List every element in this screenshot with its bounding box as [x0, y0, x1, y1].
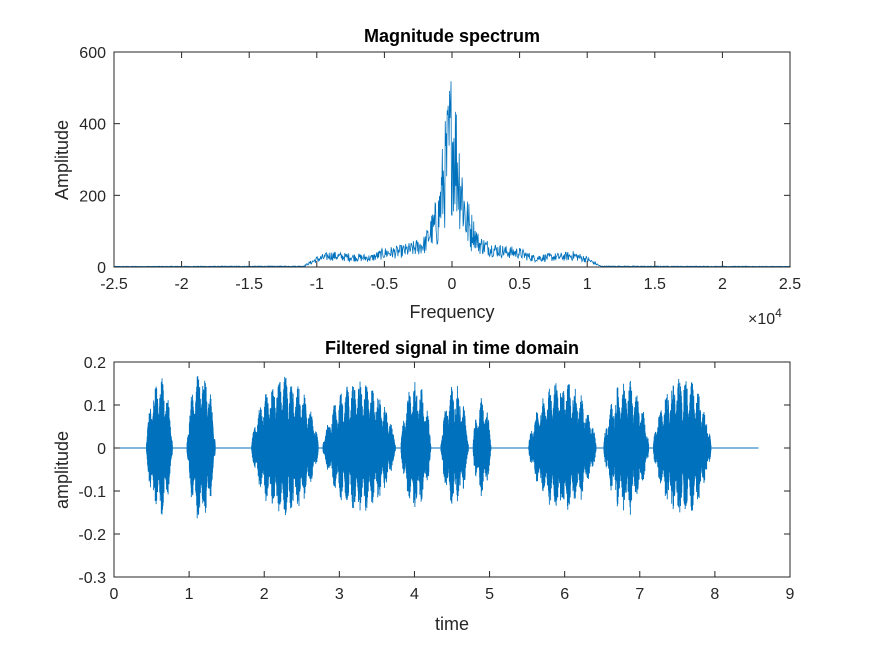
spectrum-y-tick-label: 0 — [97, 260, 106, 277]
spectrum-series-line — [113, 81, 790, 268]
signal-x-ticks: 0 1 2 3 4 5 6 7 8 9 — [110, 362, 795, 603]
signal-axes-frame — [113, 361, 791, 578]
spectrum-y-tick-label: 200 — [79, 188, 106, 205]
signal-burst — [653, 378, 712, 513]
signal-y-tick-label: 0.2 — [84, 355, 106, 372]
signal-y-tick-label: 0.1 — [84, 398, 106, 415]
signal-x-tick-label: 8 — [710, 586, 719, 603]
signal-y-tick-label: -0.3 — [78, 570, 106, 587]
signal-burst — [603, 381, 650, 515]
spectrum-title: Magnitude spectrum — [364, 26, 540, 46]
spectrum-x-tick-label: -1 — [310, 276, 324, 293]
signal-plot-area — [114, 375, 759, 519]
spectrum-x-tick-label: 1.5 — [644, 276, 666, 293]
signal-burst — [146, 378, 173, 515]
signal-x-tick-label: 7 — [635, 586, 644, 603]
spectrum-plot-area — [113, 81, 790, 268]
spectrum-y-tick-label: 600 — [79, 45, 106, 62]
spectrum-y-label: Amplitude — [52, 120, 72, 200]
spectrum-x-tick-label: -0.5 — [371, 276, 399, 293]
spectrum-x-tick-label: 0 — [448, 276, 457, 293]
signal-x-tick-label: 2 — [260, 586, 269, 603]
signal-x-label: time — [435, 614, 469, 634]
spectrum-y-tick-label: 400 — [79, 117, 106, 134]
signal-x-tick-label: 0 — [110, 586, 119, 603]
signal-x-tick-label: 3 — [335, 586, 344, 603]
signal-y-ticks: -0.3 -0.2 -0.1 0 0.1 0.2 — [78, 355, 790, 587]
spectrum-x-tick-label: 2 — [718, 276, 727, 293]
signal-y-tick-label: 0 — [97, 441, 106, 458]
signal-y-label: amplitude — [52, 431, 72, 509]
signal-burst — [322, 381, 396, 511]
spectrum-x-tick-label: -2.5 — [100, 276, 128, 293]
signal-burst — [186, 375, 216, 519]
signal-burst — [400, 382, 432, 507]
signal-y-tick-label: -0.1 — [78, 484, 106, 501]
signal-burst — [251, 376, 319, 516]
signal-x-tick-label: 5 — [485, 586, 494, 603]
spectrum-x-exponent: ×104 — [748, 306, 782, 328]
signal-x-tick-label: 1 — [185, 586, 194, 603]
spectrum-x-label: Frequency — [409, 302, 494, 322]
spectrum-x-ticks: -2.5 -2 -1.5 -1 -0.5 0 0.5 1 1.5 2 2.5 — [100, 52, 801, 293]
signal-burst — [472, 398, 492, 497]
signal-burst — [528, 383, 597, 510]
spectrum-x-tick-label: -2 — [174, 276, 188, 293]
filtered-signal-axes: 0 1 2 3 4 5 6 7 8 9 -0.3 -0.2 -0.1 0 0.1 0.2 Filtered … — [52, 338, 795, 634]
signal-burst — [440, 386, 469, 504]
signal-title: Filtered signal in time domain — [325, 338, 579, 358]
spectrum-x-tick-label: 1 — [583, 276, 592, 293]
spectrum-y-ticks: 0 200 400 600 — [79, 45, 790, 277]
spectrum-x-tick-label: -1.5 — [235, 276, 263, 293]
signal-x-tick-label: 6 — [560, 586, 569, 603]
signal-x-tick-label: 4 — [410, 586, 419, 603]
magnitude-spectrum-axes: -2.5 -2 -1.5 -1 -0.5 0 0.5 1 1.5 2 2.5 0200400600 … — [52, 26, 801, 328]
spectrum-x-tick-label: 2.5 — [779, 276, 801, 293]
signal-y-tick-label: -0.2 — [78, 527, 106, 544]
spectrum-x-tick-label: 0.5 — [508, 276, 530, 293]
signal-x-tick-label: 9 — [786, 586, 795, 603]
